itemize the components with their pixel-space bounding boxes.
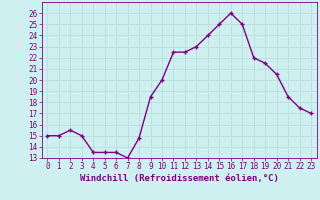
X-axis label: Windchill (Refroidissement éolien,°C): Windchill (Refroidissement éolien,°C) (80, 174, 279, 183)
